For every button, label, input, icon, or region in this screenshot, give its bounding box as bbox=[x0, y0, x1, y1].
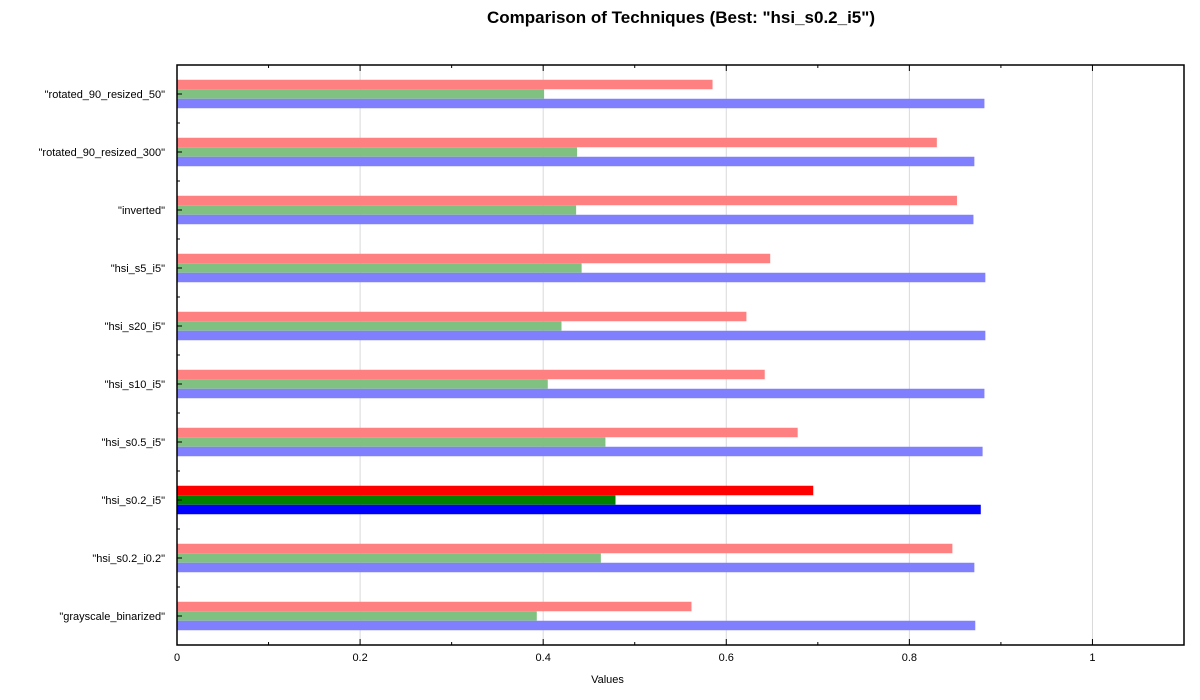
bar-5-series-0 bbox=[177, 369, 765, 380]
bar-3-series-2 bbox=[177, 272, 986, 283]
bar-6-series-2 bbox=[177, 446, 983, 457]
bar-7-series-2 bbox=[177, 504, 981, 515]
plot-frame bbox=[176, 64, 1185, 646]
bar-3-series-0 bbox=[177, 253, 771, 264]
bar-4-series-0 bbox=[177, 311, 747, 322]
bar-1-series-0 bbox=[177, 137, 937, 148]
bar-7-series-0 bbox=[177, 485, 814, 496]
bar-8-series-1 bbox=[177, 553, 601, 563]
y-tick-label-9: "grayscale_binarized" bbox=[59, 611, 165, 623]
y-tick-label-4: "hsi_s20_i5" bbox=[105, 321, 165, 333]
bar-3-series-1 bbox=[177, 263, 582, 273]
bar-2-series-1 bbox=[177, 205, 577, 215]
bar-5-series-2 bbox=[177, 388, 985, 399]
bar-0-series-2 bbox=[177, 98, 985, 109]
y-tick-label-2: "inverted" bbox=[118, 205, 165, 217]
bar-0-series-1 bbox=[177, 89, 545, 99]
bar-0-series-0 bbox=[177, 79, 713, 90]
bar-1-series-1 bbox=[177, 147, 578, 157]
bar-4-series-2 bbox=[177, 330, 986, 341]
y-tick-label-3: "hsi_s5_i5" bbox=[111, 263, 165, 275]
bar-5-series-1 bbox=[177, 379, 548, 389]
x-tick-label-4: 0.8 bbox=[902, 652, 917, 664]
x-tick-label-0: 0 bbox=[174, 652, 180, 664]
x-tick-label-2: 0.4 bbox=[536, 652, 551, 664]
x-axis-label: Values bbox=[591, 674, 624, 686]
y-tick-label-0: "rotated_90_resized_50" bbox=[45, 89, 165, 101]
bar-6-series-0 bbox=[177, 427, 798, 438]
chart-title: Comparison of Techniques (Best: "hsi_s0.… bbox=[486, 8, 875, 27]
bar-8-series-2 bbox=[177, 562, 975, 573]
x-tick-label-5: 1 bbox=[1089, 652, 1095, 664]
y-tick-label-5: "hsi_s10_i5" bbox=[105, 379, 165, 391]
bar-9-series-0 bbox=[177, 601, 692, 612]
bar-4-series-1 bbox=[177, 321, 562, 331]
x-tick-label-3: 0.6 bbox=[719, 652, 734, 664]
bar-6-series-1 bbox=[177, 437, 606, 447]
y-tick-label-8: "hsi_s0.2_i0.2" bbox=[92, 553, 165, 565]
bar-1-series-2 bbox=[177, 156, 975, 167]
y-tick-label-6: "hsi_s0.5_i5" bbox=[102, 437, 166, 449]
bar-9-series-1 bbox=[177, 611, 537, 621]
bar-2-series-0 bbox=[177, 195, 957, 206]
y-tick-label-7: "hsi_s0.2_i5" bbox=[102, 495, 166, 507]
y-tick-label-1: "rotated_90_resized_300" bbox=[39, 147, 166, 159]
bar-8-series-0 bbox=[177, 543, 953, 554]
x-tick-label-1: 0.2 bbox=[352, 652, 367, 664]
bar-2-series-2 bbox=[177, 214, 974, 225]
bar-9-series-2 bbox=[177, 620, 976, 631]
bar-7-series-1 bbox=[177, 495, 616, 505]
